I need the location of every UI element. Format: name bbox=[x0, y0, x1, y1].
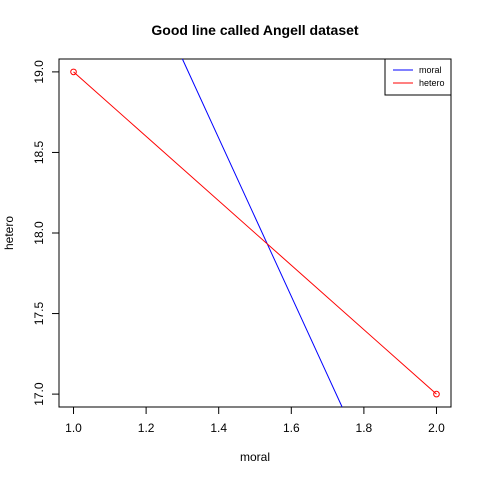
y-tick-label: 19.0 bbox=[32, 60, 46, 84]
y-tick-label: 18.5 bbox=[32, 140, 46, 164]
chart-title: Good line called Angell dataset bbox=[151, 22, 359, 38]
data-point-hetero bbox=[70, 68, 77, 76]
legend-label-moral: moral bbox=[419, 65, 442, 75]
x-tick-label: 1.0 bbox=[65, 421, 82, 435]
y-tick-label: 17.5 bbox=[32, 302, 46, 326]
x-tick-label: 1.2 bbox=[138, 421, 155, 435]
legend-label-hetero: hetero bbox=[419, 78, 445, 88]
x-tick-label: 1.6 bbox=[283, 421, 300, 435]
series-layer bbox=[70, 58, 440, 408]
y-tick-label: 18.0 bbox=[32, 221, 46, 245]
legend-box bbox=[384, 58, 452, 96]
x-tick-label: 1.8 bbox=[356, 421, 373, 435]
series-line-hetero bbox=[73, 71, 437, 395]
x-tick-label: 1.4 bbox=[210, 421, 227, 435]
y-axis-label: hetero bbox=[2, 216, 16, 250]
x-tick-label: 2.0 bbox=[428, 421, 445, 435]
series-line-moral bbox=[181, 58, 343, 408]
x-axis-label: moral bbox=[240, 450, 270, 464]
y-axis: 17.0 17.5 18.0 18.5 19.0 bbox=[32, 60, 60, 406]
y-tick-label: 17.0 bbox=[32, 382, 46, 406]
legend: moral hetero bbox=[384, 58, 452, 96]
x-axis: 1.0 1.2 1.4 1.6 1.8 2.0 bbox=[65, 406, 445, 435]
data-point-hetero bbox=[433, 390, 440, 398]
